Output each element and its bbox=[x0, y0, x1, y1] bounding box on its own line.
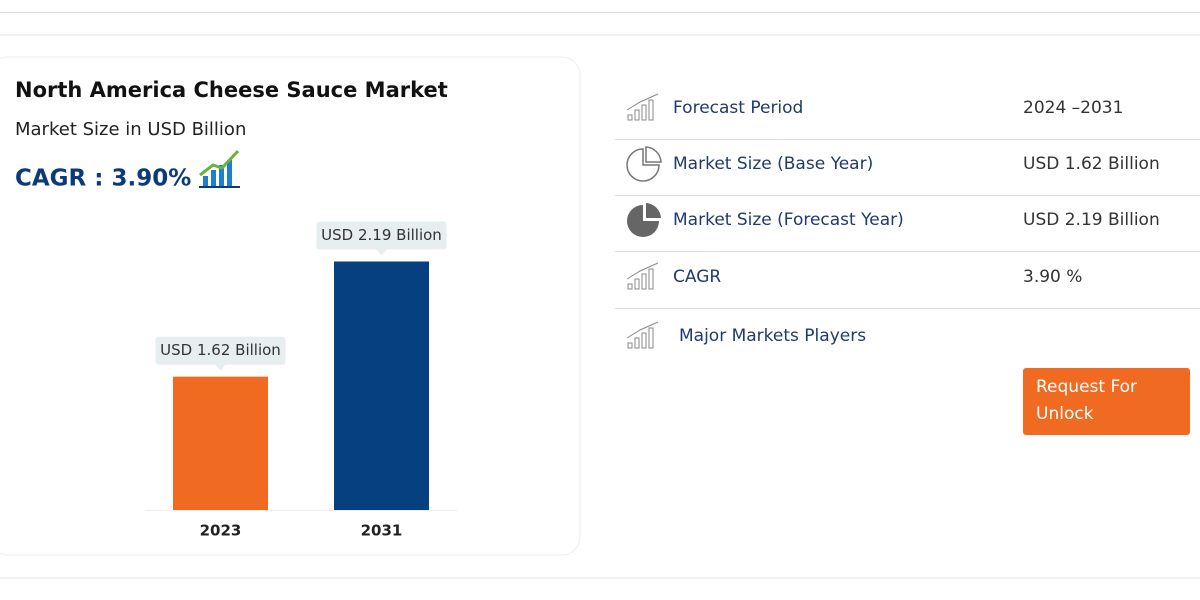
icon-bar bbox=[634, 278, 640, 290]
chart-card bbox=[0, 56, 581, 556]
cagr-icon bbox=[199, 149, 240, 188]
icon-bar bbox=[648, 327, 654, 349]
icon-bar bbox=[641, 273, 647, 290]
detail-label: Market Size (Base Year) bbox=[673, 154, 873, 174]
icon-bar bbox=[648, 99, 654, 121]
icon-trend bbox=[626, 262, 659, 280]
detail-label: Market Size (Forecast Year) bbox=[673, 210, 904, 230]
bar bbox=[334, 261, 429, 510]
icon-bar bbox=[634, 109, 640, 121]
icon-bar bbox=[634, 337, 640, 349]
icon-bar bbox=[641, 332, 647, 349]
detail-value: USD 1.62 Billion bbox=[1023, 154, 1160, 174]
value-label-box bbox=[155, 336, 286, 365]
detail-value: 3.90 % bbox=[1023, 267, 1082, 287]
value-label-pointer bbox=[215, 364, 226, 371]
icon-bar bbox=[627, 283, 633, 290]
value-label: USD 1.62 Billion bbox=[160, 341, 281, 359]
detail-label: Major Markets Players bbox=[679, 326, 866, 346]
value-label-pointer bbox=[376, 249, 387, 256]
detail-label: Forecast Period bbox=[673, 98, 803, 118]
chart-title: North America Cheese Sauce Market bbox=[15, 78, 448, 102]
cagr: CAGR : 3.90% bbox=[15, 166, 191, 192]
x-tick-label: 2031 bbox=[361, 522, 403, 540]
details: Forecast Period 2024 –2031 Market Size (Ba… bbox=[615, 93, 1200, 349]
icon-bar bbox=[648, 268, 654, 290]
bar bbox=[173, 376, 268, 510]
icon-bar bbox=[627, 114, 633, 121]
x-tick-label: 2023 bbox=[200, 522, 242, 540]
chart-subtitle: Market Size in USD Billion bbox=[15, 119, 246, 140]
icon-pie-outline bbox=[626, 146, 662, 182]
value-label: USD 2.19 Billion bbox=[321, 226, 442, 244]
detail-label: CAGR bbox=[673, 267, 721, 287]
icon-bar bbox=[641, 104, 647, 121]
detail-value: 2024 –2031 bbox=[1023, 98, 1123, 118]
value-label-box bbox=[316, 221, 447, 250]
detail-value: USD 2.19 Billion bbox=[1023, 210, 1160, 230]
request-unlock-button[interactable]: Request For Unlock bbox=[1023, 368, 1190, 435]
icon-trend bbox=[626, 93, 659, 111]
icon-trend bbox=[626, 321, 659, 339]
icon-bar bbox=[627, 342, 633, 349]
icon-pie-filled bbox=[627, 203, 661, 237]
